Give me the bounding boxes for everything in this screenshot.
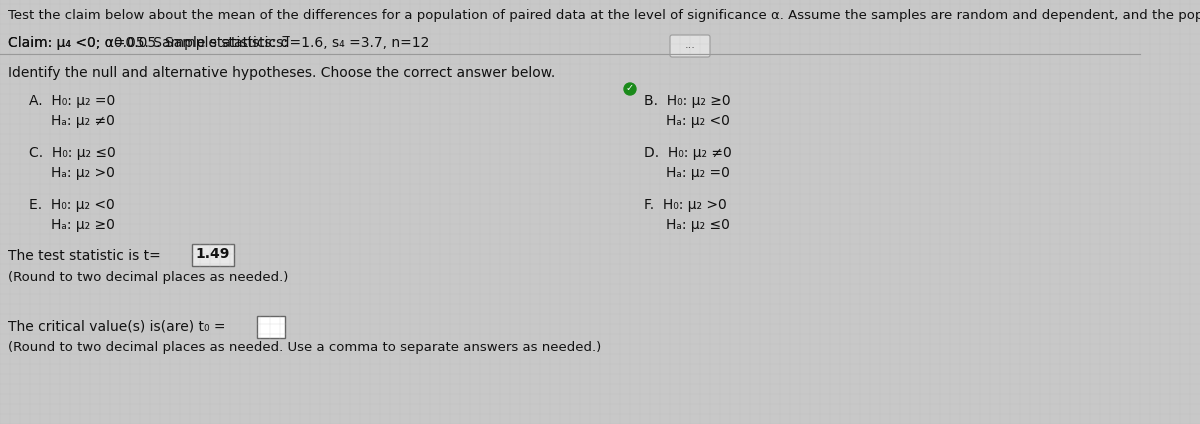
Text: ...: ... [684, 40, 696, 50]
Text: Test the claim below about the mean of the differences for a population of paire: Test the claim below about the mean of t… [8, 9, 1200, 22]
Text: Claim: μ₄ <0; α=0.05. Sample statistics:: Claim: μ₄ <0; α=0.05. Sample statistics: [8, 36, 293, 50]
Text: (Round to two decimal places as needed.): (Round to two decimal places as needed.) [8, 271, 288, 284]
Text: Hₐ: μ₂ ≠0: Hₐ: μ₂ ≠0 [50, 114, 115, 128]
Text: The critical value(s) is(are) t₀ =: The critical value(s) is(are) t₀ = [8, 319, 226, 333]
Text: Hₐ: μ₂ ≤0: Hₐ: μ₂ ≤0 [666, 218, 730, 232]
Text: Hₐ: μ₂ =0: Hₐ: μ₂ =0 [666, 166, 730, 180]
Text: Hₐ: μ₂ <0: Hₐ: μ₂ <0 [666, 114, 730, 128]
FancyBboxPatch shape [192, 244, 234, 266]
FancyBboxPatch shape [670, 35, 710, 57]
Text: B.  H₀: μ₂ ≥0: B. H₀: μ₂ ≥0 [644, 94, 731, 108]
Text: F.  H₀: μ₂ >0: F. H₀: μ₂ >0 [644, 198, 727, 212]
Text: Hₐ: μ₂ >0: Hₐ: μ₂ >0 [50, 166, 115, 180]
FancyBboxPatch shape [257, 316, 286, 338]
Text: Hₐ: μ₂ ≥0: Hₐ: μ₂ ≥0 [50, 218, 115, 232]
Text: D.  H₀: μ₂ ≠0: D. H₀: μ₂ ≠0 [644, 146, 732, 160]
Text: Identify the null and alternative hypotheses. Choose the correct answer below.: Identify the null and alternative hypoth… [8, 66, 556, 80]
Text: Claim: μ₄ <0; α⁠0.05. Sample statistics: d̅=1.6, s₄ =3.7, n=12: Claim: μ₄ <0; α⁠0.05. Sample statistics:… [8, 36, 430, 50]
Circle shape [624, 83, 636, 95]
Text: C.  H₀: μ₂ ≤0: C. H₀: μ₂ ≤0 [29, 146, 115, 160]
Text: 1.49: 1.49 [196, 247, 230, 261]
Text: ✓: ✓ [626, 83, 634, 93]
Text: (Round to two decimal places as needed. Use a comma to separate answers as neede: (Round to two decimal places as needed. … [8, 341, 601, 354]
Text: A.  H₀: μ₂ =0: A. H₀: μ₂ =0 [29, 94, 115, 108]
Text: The test statistic is t=: The test statistic is t= [8, 249, 161, 263]
Text: E.  H₀: μ₂ <0: E. H₀: μ₂ <0 [29, 198, 115, 212]
